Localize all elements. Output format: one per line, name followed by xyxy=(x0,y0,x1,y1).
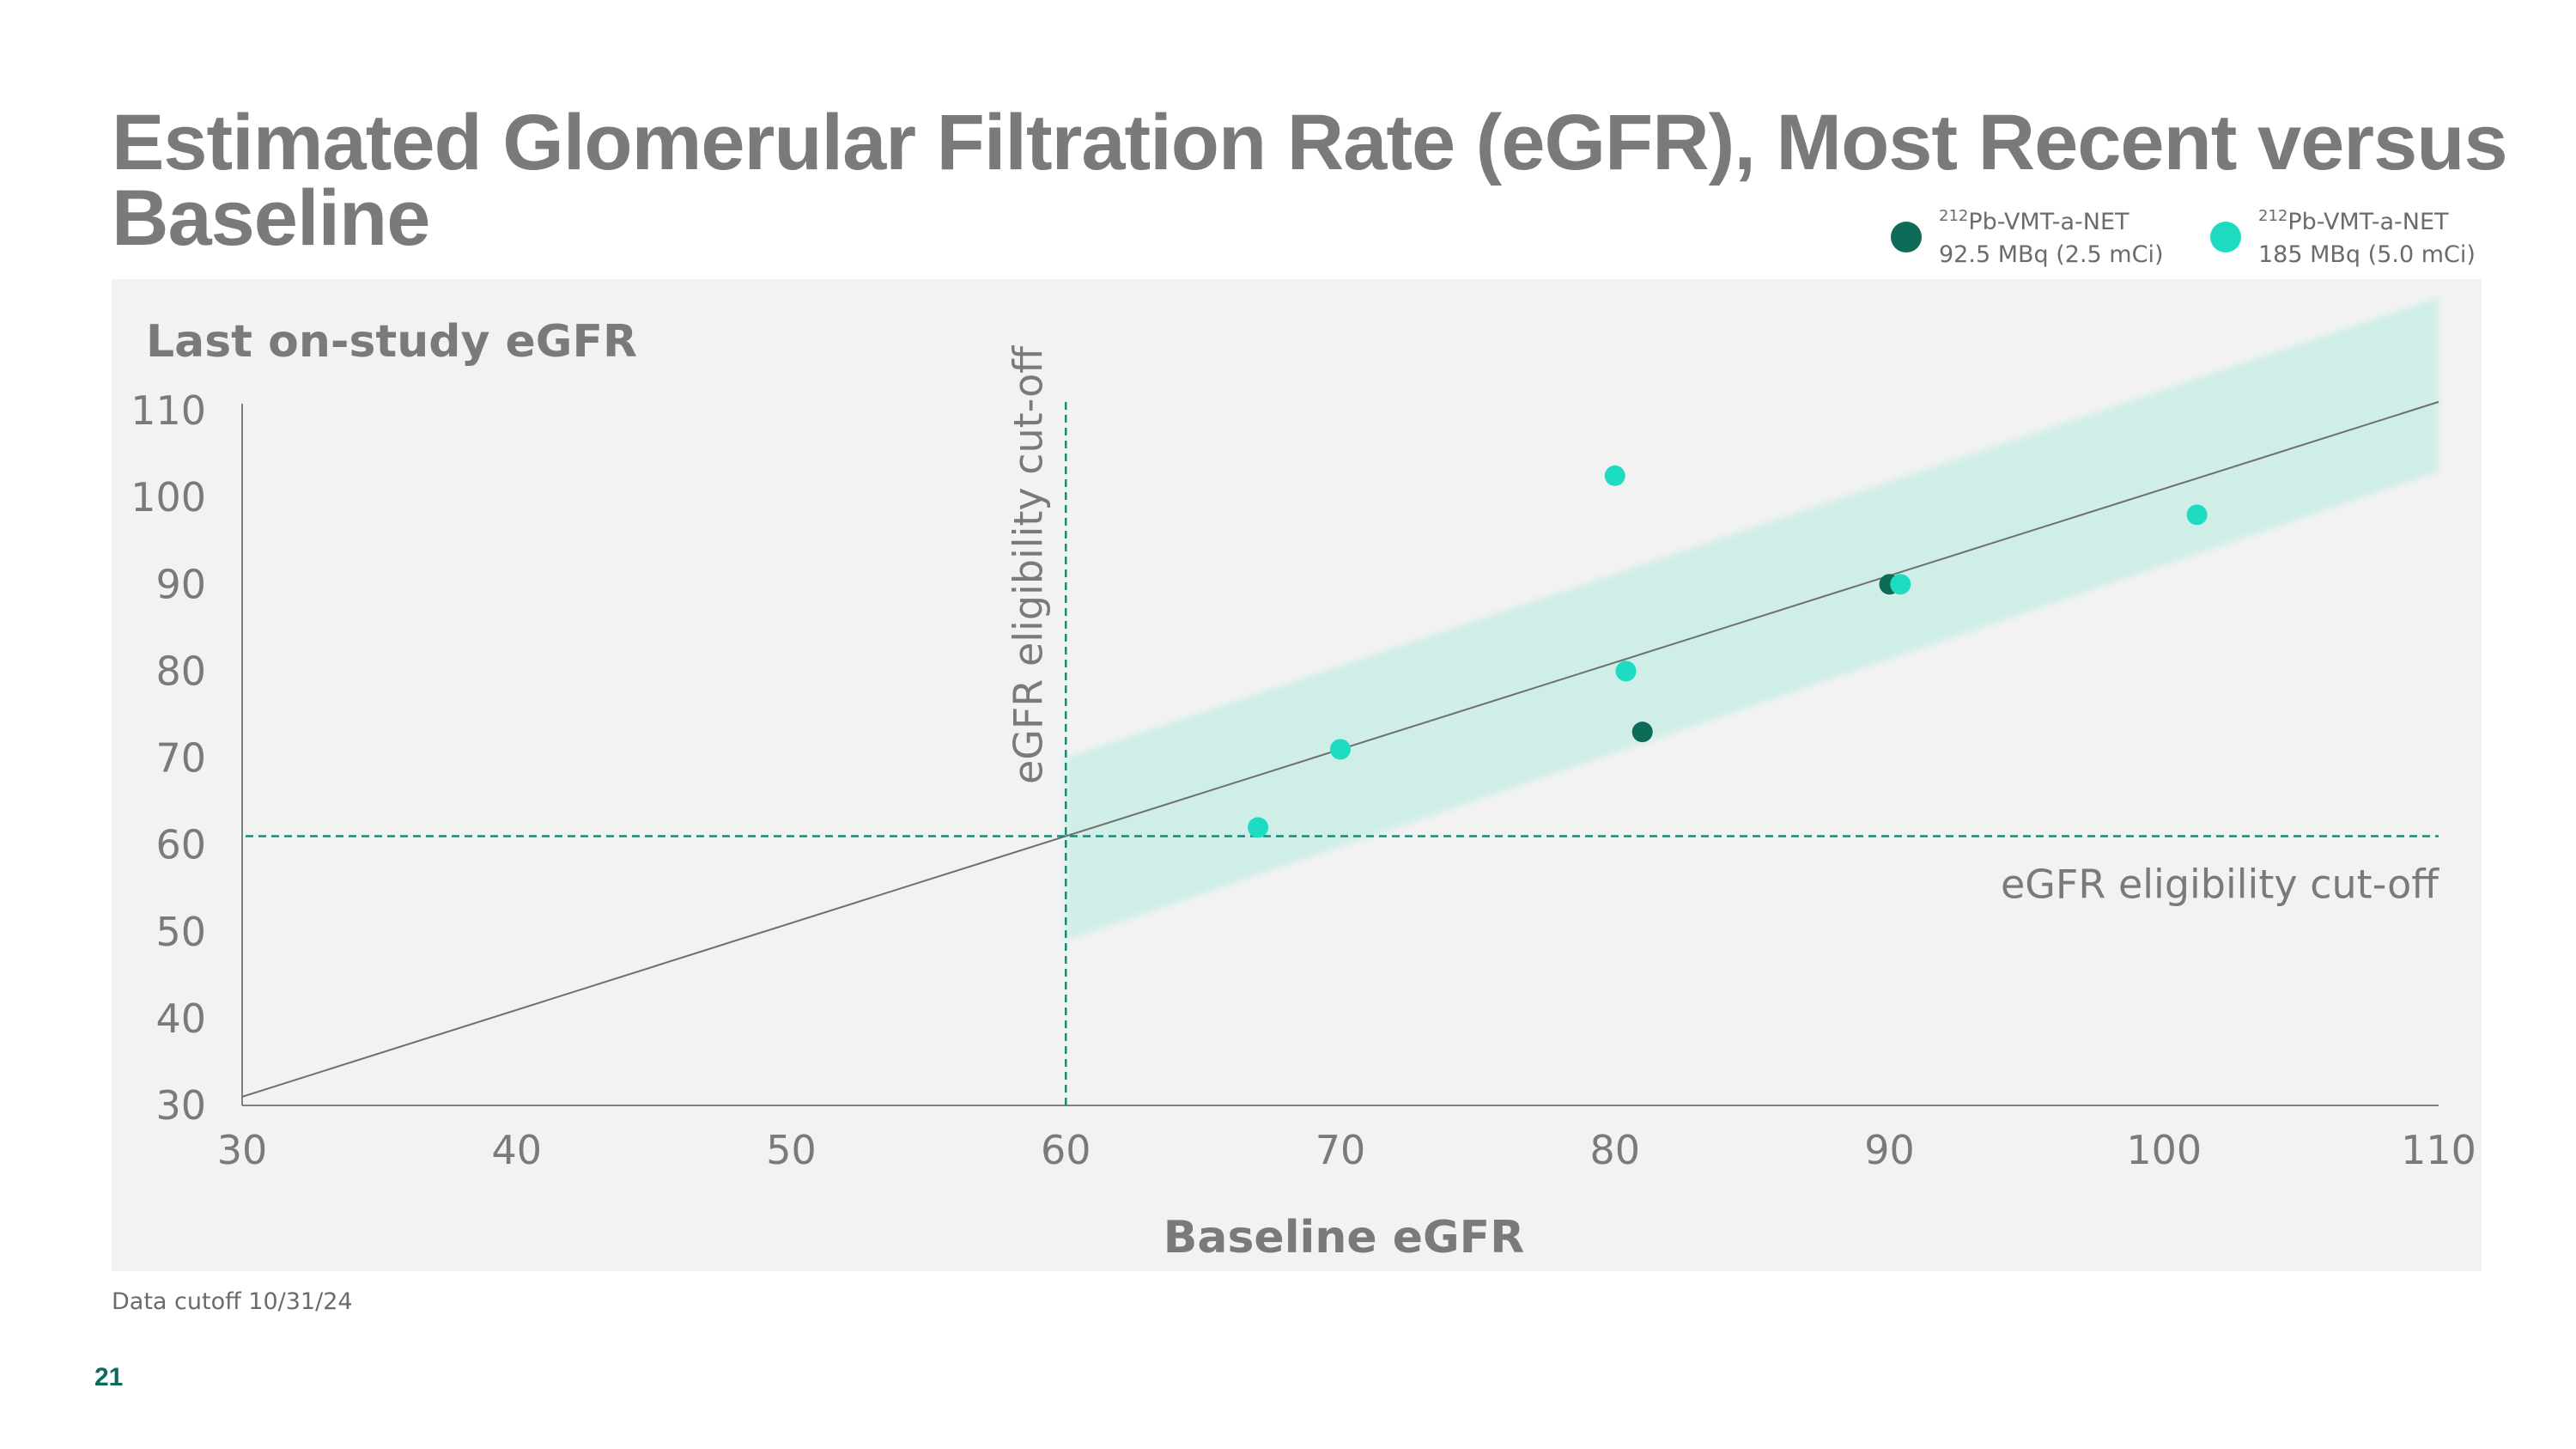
y-tick-label: 70 xyxy=(155,735,206,782)
legend-dose-low-dose: 92.5 MBq (2.5 mCi) xyxy=(1939,241,2164,268)
legend-label-high-dose: 212Pb-VMT-a-NET xyxy=(2258,207,2449,236)
x-tick-label: 100 xyxy=(2126,1127,2202,1173)
y-tick-label: 80 xyxy=(155,648,206,694)
y-tick-label: 40 xyxy=(155,995,206,1042)
x-tick-label: 90 xyxy=(1864,1127,1915,1173)
x-tick-label: 50 xyxy=(766,1127,817,1173)
y-tick-label: 110 xyxy=(131,387,206,434)
data-point-high-dose xyxy=(1615,661,1637,682)
data-point-high-dose xyxy=(1604,465,1625,486)
slide-title: Estimated Glomerular Filtration Rate (eG… xyxy=(112,99,2508,262)
x-tick-label: 60 xyxy=(1041,1127,1091,1173)
vertical-cutoff-label: eGFR eligibility cut-off xyxy=(1005,345,1051,784)
y-tick-label: 50 xyxy=(155,909,206,955)
x-axis-title: Baseline eGFR xyxy=(1163,1212,1525,1263)
y-tick-label: 30 xyxy=(155,1082,206,1129)
data-point-high-dose xyxy=(1890,574,1911,595)
horizontal-cutoff-label: eGFR eligibility cut-off xyxy=(2001,861,2439,908)
data-point-high-dose xyxy=(1330,739,1351,760)
data-point-low-dose xyxy=(1631,721,1653,743)
x-tick-label: 80 xyxy=(1589,1127,1640,1173)
legend-label-low-dose: 212Pb-VMT-a-NET xyxy=(1939,207,2129,236)
y-tick-label: 100 xyxy=(131,474,206,521)
legend-item-low-dose: 212Pb-VMT-a-NET 92.5 MBq (2.5 mCi) xyxy=(1891,206,2200,275)
y-axis-title: Last on-study eGFR xyxy=(146,316,637,368)
legend-marker-high-dose xyxy=(2210,222,2241,253)
data-cutoff-note: Data cutoff 10/31/24 xyxy=(112,1288,353,1315)
page-number: 21 xyxy=(94,1363,124,1391)
x-tick-label: 40 xyxy=(491,1127,542,1173)
legend-marker-low-dose xyxy=(1891,222,1922,253)
y-tick-label: 60 xyxy=(155,822,206,868)
x-tick-label: 30 xyxy=(217,1127,268,1173)
data-point-high-dose xyxy=(1248,817,1269,838)
data-point-high-dose xyxy=(2186,504,2208,526)
legend-item-high-dose: 212Pb-VMT-a-NET 185 MBq (5.0 mCi) xyxy=(2210,206,2519,275)
x-tick-label: 110 xyxy=(2401,1127,2476,1173)
x-tick-label: 70 xyxy=(1315,1127,1366,1173)
legend-dose-high-dose: 185 MBq (5.0 mCi) xyxy=(2258,241,2476,268)
y-tick-label: 90 xyxy=(155,561,206,607)
